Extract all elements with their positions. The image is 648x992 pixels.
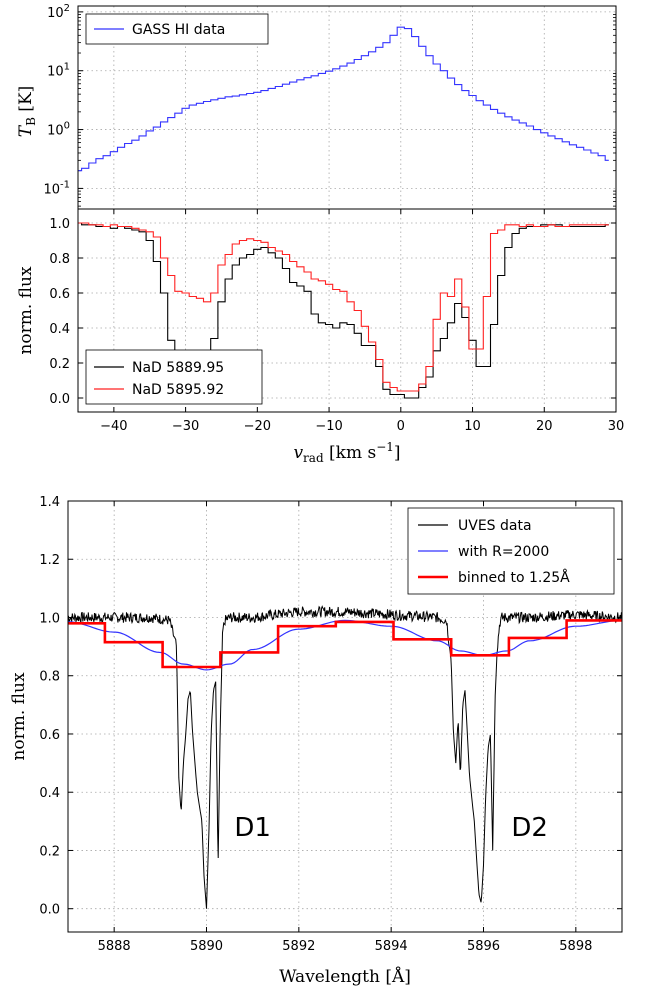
legend-label: GASS HI data (132, 22, 225, 38)
legend-box (85, 349, 263, 405)
line-annotation: D1 (234, 813, 271, 843)
p3-y-tick-label: 1.0 (39, 611, 60, 626)
nad-axes-frame (77, 208, 617, 413)
line-annotation: D2 (511, 813, 548, 843)
r2000-line (68, 619, 623, 671)
legend-label: UVES data (458, 518, 532, 534)
p3-y-tick-label: 1.4 (39, 495, 60, 510)
p3-x-tick-label: 5890 (190, 939, 223, 954)
p2-y-tick-label: 0.4 (49, 322, 70, 337)
nad-profile-panel: −40 −30 −20 −10 0 10 20 30 0.0 0.2 0.4 0.6 0.8 1.0 nor… (16, 208, 625, 465)
hi-y-tick-label: 102 (47, 3, 70, 21)
p2-x-tick-label: 20 (536, 419, 553, 434)
p2-x-tick-label: 0 (397, 419, 405, 434)
p2-x-tick-label: 10 (464, 419, 481, 434)
hi-legend: GASS HI data (85, 13, 269, 45)
hi-y-tick-label: 10-1 (43, 179, 70, 197)
p3-x-tick-label: 5888 (98, 939, 131, 954)
hi-series-line (78, 26, 609, 172)
hi-y-tick-label: 101 (47, 62, 70, 80)
p3-y-tick-label: 1.2 (39, 553, 60, 568)
p3-x-tick-label: 5896 (467, 939, 500, 954)
p3-y-tick-label: 0.4 (39, 786, 60, 801)
uves-legend: UVES data with R=2000 binned to 1.25Å (407, 507, 615, 595)
legend-label: NaD 5889.95 (132, 360, 224, 376)
nad-legend: NaD 5889.95 NaD 5895.92 (85, 349, 263, 405)
uves-data-line (67, 605, 623, 909)
p2-x-tick-label: −10 (315, 419, 342, 434)
p2-x-tick-label: −40 (100, 419, 127, 434)
p3-y-tick-label: 0.6 (39, 728, 60, 743)
uves-axes-frame (67, 500, 623, 933)
nad-x-axis-label: vrad [km s−1] (293, 440, 400, 465)
p3-x-tick-label: 5898 (559, 939, 592, 954)
hi-spectrum-panel: 10-1 100 101 102 TB [K] GASS HI data (16, 3, 617, 210)
uves-x-axis-label: Wavelength [Å] (279, 966, 411, 987)
p3-x-tick-label: 5892 (282, 939, 315, 954)
p3-y-tick-label: 0.8 (39, 670, 60, 685)
p2-y-tick-label: 1.0 (49, 217, 70, 232)
p2-y-tick-label: 0.6 (49, 287, 70, 302)
p2-y-tick-label: 0.2 (49, 357, 70, 372)
p2-x-tick-label: −20 (244, 419, 271, 434)
nad-series-line-1 (78, 222, 609, 399)
legend-label: binned to 1.25Å (458, 569, 570, 586)
p3-y-tick-label: 0.0 (39, 903, 60, 918)
uves-y-axis-label: norm. flux (9, 672, 29, 761)
p2-x-tick-label: 30 (608, 419, 625, 434)
nad-series-line-2 (78, 222, 609, 392)
p2-y-tick-label: 0.0 (49, 392, 70, 407)
p3-y-tick-label: 0.2 (39, 844, 60, 859)
uves-spectrum-panel: 5888 5890 5892 5894 5896 5898 0.0 0.2 0.4 0.6 0.8 1… (9, 495, 623, 987)
legend-label: NaD 5895.92 (132, 382, 224, 398)
binned-line (68, 619, 622, 669)
legend-label: with R=2000 (458, 544, 549, 560)
hi-y-axis-label: TB [K] (16, 86, 38, 138)
nad-y-axis-label: norm. flux (16, 266, 36, 355)
p3-x-tick-label: 5894 (375, 939, 408, 954)
hi-y-tick-label: 100 (47, 121, 70, 139)
p2-x-tick-label: −30 (172, 419, 199, 434)
p2-y-tick-label: 0.8 (49, 252, 70, 267)
